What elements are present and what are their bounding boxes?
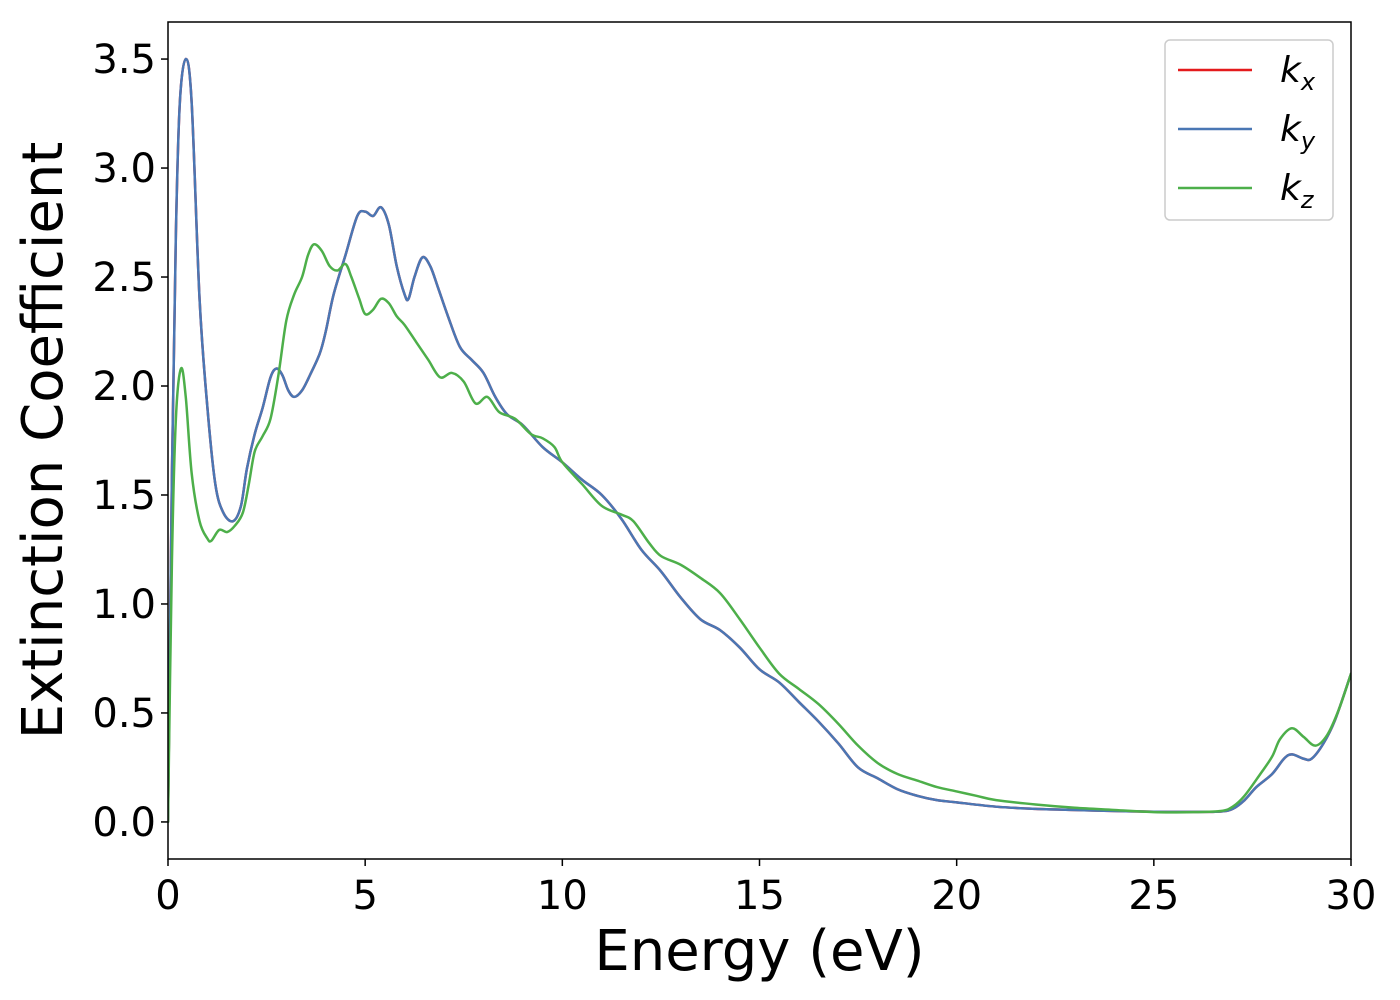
y-tick-label: 0.0 bbox=[92, 800, 156, 846]
x-axis: 0 5 10 15 20 25 30 bbox=[155, 859, 1376, 919]
x-axis-label: Energy (eV) bbox=[594, 919, 924, 984]
x-tick-label: 25 bbox=[1128, 873, 1179, 919]
y-tick-label: 0.5 bbox=[92, 691, 156, 737]
legend-label-ky: ky bbox=[1280, 109, 1316, 155]
y-axis: 0.0 0.5 1.0 1.5 2.0 2.5 3.0 3.5 bbox=[92, 37, 168, 846]
y-tick-label: 2.0 bbox=[92, 364, 156, 410]
series-line-ky bbox=[168, 57, 1351, 824]
legend-label-subscript: z bbox=[1300, 186, 1315, 214]
x-tick-label: 20 bbox=[931, 873, 982, 919]
y-tick-label: 3.5 bbox=[92, 37, 156, 83]
y-tick-label: 2.5 bbox=[92, 255, 156, 301]
legend-label-kx: kx bbox=[1280, 50, 1316, 96]
x-tick-label: 30 bbox=[1326, 873, 1377, 919]
legend-label-subscript: x bbox=[1300, 68, 1316, 96]
y-axis-label: Extinction Coefficient bbox=[11, 142, 76, 740]
x-tick-label: 5 bbox=[352, 873, 377, 919]
x-tick-label: 15 bbox=[734, 873, 785, 919]
y-tick-label: 3.0 bbox=[92, 146, 156, 192]
series-lines bbox=[168, 57, 1351, 824]
series-line-kz bbox=[168, 243, 1351, 824]
legend-label-kz: kz bbox=[1280, 168, 1315, 214]
y-tick-label: 1.5 bbox=[92, 473, 156, 519]
legend-label-subscript: y bbox=[1300, 127, 1316, 155]
y-tick-label: 1.0 bbox=[92, 582, 156, 628]
legend-label-main: k bbox=[1280, 109, 1303, 150]
legend-label-main: k bbox=[1280, 50, 1303, 91]
x-tick-label: 0 bbox=[155, 873, 180, 919]
legend-label-main: k bbox=[1280, 168, 1303, 209]
x-tick-label: 10 bbox=[537, 873, 588, 919]
